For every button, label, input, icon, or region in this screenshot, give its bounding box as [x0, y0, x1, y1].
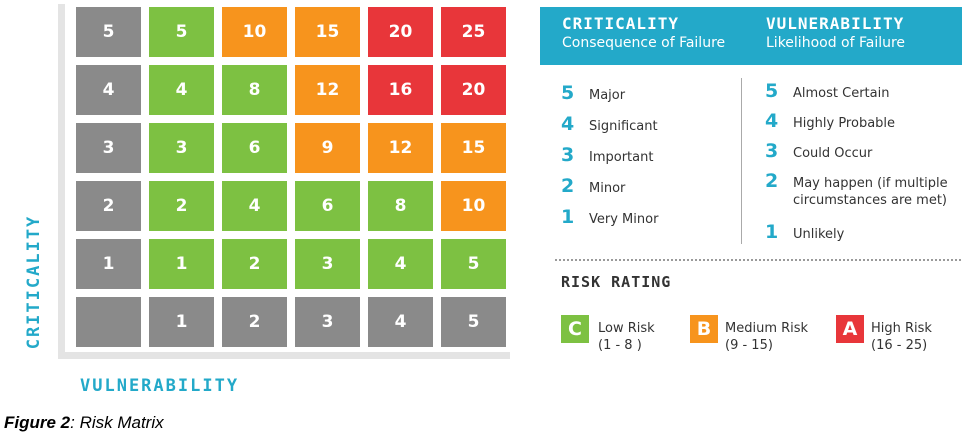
level-number: 2 — [765, 170, 779, 192]
matrix-cell — [76, 297, 141, 347]
level-label: Significant — [589, 119, 658, 134]
risk-range-text: (16 - 25) — [871, 338, 928, 353]
medium-risk-label: Medium Risk (9 - 15) — [725, 320, 808, 354]
matrix-cell: 6 — [222, 123, 287, 173]
vulnerability-level: 3 Could Occur — [765, 140, 872, 162]
vulnerability-level: 2 May happen (if multiple circumstances ar… — [765, 170, 948, 209]
matrix-cell: 8 — [368, 181, 433, 231]
criticality-title: CRITICALITY — [562, 14, 679, 33]
criticality-level: 1 Very Minor — [561, 206, 658, 228]
matrix-cell: 4 — [149, 65, 214, 115]
criticality-level: 2 Minor — [561, 175, 625, 197]
matrix-cell: 4 — [368, 239, 433, 289]
matrix-cell: 2 — [76, 181, 141, 231]
level-number: 3 — [765, 140, 779, 162]
matrix-cell: 10 — [222, 7, 287, 57]
criticality-level: 5 Major — [561, 82, 625, 104]
matrix-cell: 2 — [149, 181, 214, 231]
matrix-cell: 15 — [295, 7, 360, 57]
level-label: Very Minor — [589, 212, 659, 227]
legend-header: CRITICALITY Consequence of Failure VULNE… — [540, 7, 962, 65]
risk-range-text: (1 - 8 ) — [598, 338, 642, 353]
level-label: Highly Probable — [793, 116, 896, 131]
criticality-subtitle: Consequence of Failure — [562, 35, 726, 51]
matrix-cell: 6 — [295, 181, 360, 231]
vulnerability-subtitle: Likelihood of Failure — [766, 35, 906, 51]
matrix-cell: 5 — [76, 7, 141, 57]
matrix-cell: 4 — [76, 65, 141, 115]
vulnerability-header: VULNERABILITY Likelihood of Failure — [766, 14, 905, 51]
matrix-cell: 3 — [149, 123, 214, 173]
low-risk-label: Low Risk (1 - 8 ) — [598, 320, 655, 354]
risk-matrix: 5 5 10 15 20 25 4 4 8 12 16 20 3 3 6 9 12 15 2 2 4 6 8 10 1 1 2 3 4 5… — [0, 0, 520, 400]
matrix-cell: 1 — [149, 297, 214, 347]
criticality-level: 3 Important — [561, 144, 653, 166]
matrix-cell: 5 — [441, 239, 506, 289]
risk-label-text: High Risk — [871, 321, 932, 336]
y-axis-line — [58, 4, 65, 356]
level-label: Major — [589, 88, 626, 103]
level-number: 4 — [561, 113, 575, 135]
level-label: May happen (if multiple circumstances are… — [793, 175, 948, 209]
level-number: 1 — [561, 206, 575, 228]
matrix-cell: 20 — [441, 65, 506, 115]
matrix-cell: 15 — [441, 123, 506, 173]
vulnerability-level: 5 Almost Certain — [765, 80, 889, 102]
matrix-cell: 3 — [76, 123, 141, 173]
matrix-cell: 12 — [295, 65, 360, 115]
risk-label-text: Medium Risk — [725, 321, 809, 336]
criticality-level: 4 Significant — [561, 113, 658, 135]
level-number: 1 — [765, 221, 779, 243]
matrix-cell: 1 — [149, 239, 214, 289]
matrix-cell: 16 — [368, 65, 433, 115]
matrix-cell: 2 — [222, 239, 287, 289]
vulnerability-level: 1 Unlikely — [765, 221, 844, 243]
matrix-cell: 9 — [295, 123, 360, 173]
vulnerability-level: 4 Highly Probable — [765, 110, 895, 132]
level-number: 5 — [765, 80, 779, 102]
risk-range-text: (9 - 15) — [725, 338, 773, 353]
caption-text: : Risk Matrix — [70, 413, 164, 432]
matrix-cell: 3 — [295, 239, 360, 289]
level-label-line-2: circumstances are met) — [793, 193, 947, 208]
level-label: Important — [589, 150, 654, 165]
vulnerability-axis-label: VULNERABILITY — [80, 376, 240, 396]
x-axis-line — [58, 352, 510, 359]
figure-caption: Figure 2: Risk Matrix — [4, 413, 164, 433]
level-label-line-1: May happen (if multiple — [793, 176, 948, 191]
matrix-cell: 8 — [222, 65, 287, 115]
level-label: Minor — [589, 181, 626, 196]
legend-column-divider — [741, 78, 742, 244]
legend-dotted-divider — [555, 259, 961, 261]
level-number: 5 — [561, 82, 575, 104]
matrix-cell: 4 — [222, 181, 287, 231]
caption-figure-number: Figure 2 — [4, 413, 71, 432]
level-label: Almost Certain — [793, 86, 890, 101]
matrix-cell: 1 — [76, 239, 141, 289]
level-number: 2 — [561, 175, 575, 197]
matrix-cell: 20 — [368, 7, 433, 57]
matrix-cell: 12 — [368, 123, 433, 173]
level-number: 4 — [765, 110, 779, 132]
high-risk-badge: A — [836, 315, 864, 343]
matrix-cell: 5 — [149, 7, 214, 57]
level-label: Could Occur — [793, 146, 873, 161]
matrix-cell: 2 — [222, 297, 287, 347]
risk-rating-title: RISK RATING — [561, 273, 672, 291]
high-risk-label: High Risk (16 - 25) — [871, 320, 932, 354]
criticality-axis-label: CRITICALITY — [24, 214, 44, 350]
criticality-header: CRITICALITY Consequence of Failure — [562, 14, 725, 51]
level-label: Unlikely — [793, 227, 845, 242]
level-number: 3 — [561, 144, 575, 166]
risk-label-text: Low Risk — [598, 321, 655, 336]
low-risk-badge: C — [561, 315, 589, 343]
matrix-cell: 4 — [368, 297, 433, 347]
medium-risk-badge: B — [690, 315, 718, 343]
matrix-cell: 5 — [441, 297, 506, 347]
matrix-cell: 3 — [295, 297, 360, 347]
vulnerability-title: VULNERABILITY — [766, 14, 905, 33]
matrix-cell: 25 — [441, 7, 506, 57]
matrix-cell: 10 — [441, 181, 506, 231]
